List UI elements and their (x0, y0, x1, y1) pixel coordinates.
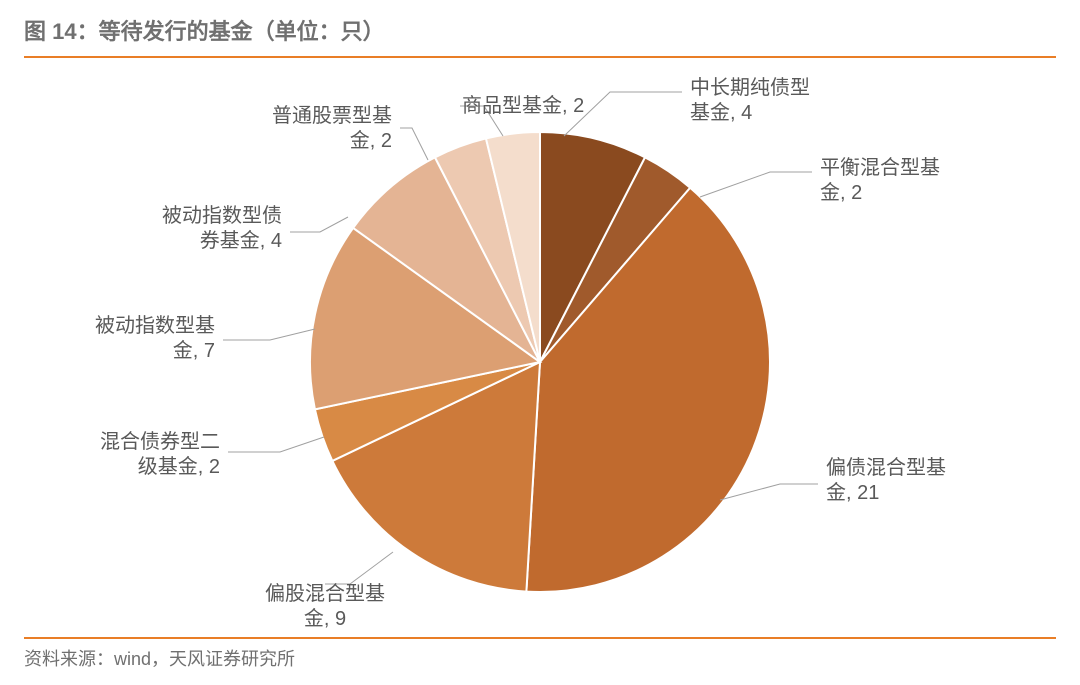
slice-label: 被动指数型基金, 7 (95, 314, 215, 362)
source-text: 资料来源：wind，天风证券研究所 (24, 645, 295, 671)
leader-line (290, 217, 348, 232)
slice-label: 偏股混合型基金, 9 (265, 582, 385, 630)
slice-label: 商品型基金, 2 (462, 94, 584, 117)
slice-label: 被动指数型债券基金, 4 (162, 204, 282, 252)
pie-chart: 中长期纯债型基金, 4平衡混合型基金, 2 偏债混合型基金, 21 偏股混合型基金,… (0, 52, 1080, 632)
leader-line (400, 128, 428, 160)
leader-line (700, 172, 812, 197)
leader-line (720, 484, 818, 500)
leader-line (228, 437, 324, 452)
slice-label: 混合债券型二级基金, 2 (100, 430, 220, 478)
slice-label: 偏债混合型基金, 21 (826, 456, 946, 504)
bottom-rule (24, 637, 1056, 639)
slice-label: 平衡混合型基金, 2 (820, 156, 940, 204)
leader-line (325, 552, 393, 584)
slice-label: 普通股票型基金, 2 (272, 104, 392, 152)
figure-title: 图 14：等待发行的基金（单位：只） (24, 19, 385, 44)
slice-label: 中长期纯债型基金, 4 (690, 76, 810, 124)
figure-container: 图 14：等待发行的基金（单位：只） 中长期纯债型基金, 4平衡混合型基金, 2… (0, 0, 1080, 685)
leader-line (223, 329, 315, 340)
